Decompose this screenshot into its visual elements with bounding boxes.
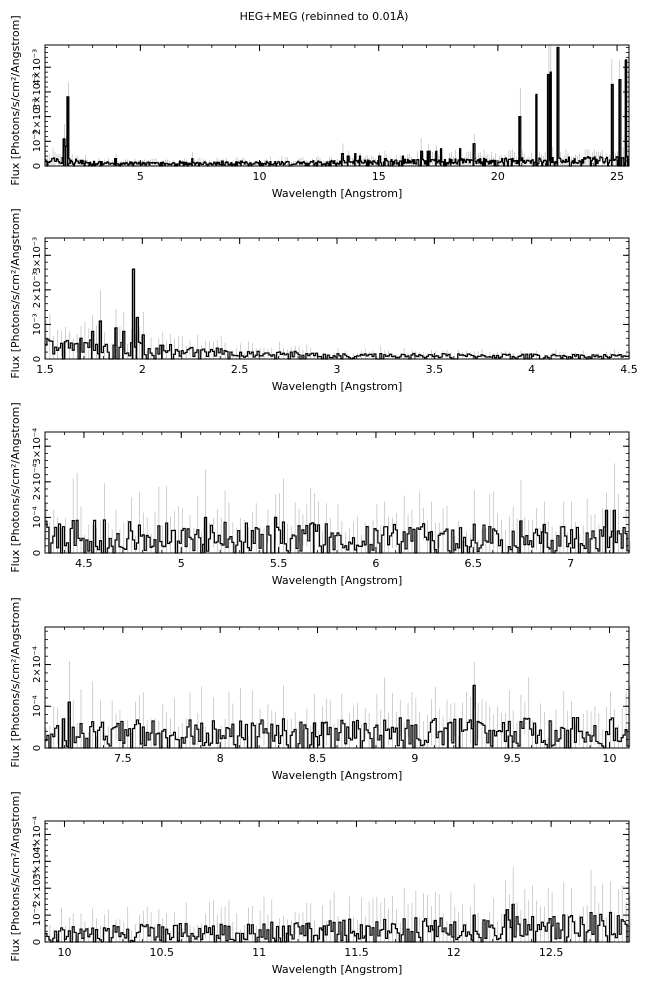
y-tick-label: 0 xyxy=(32,745,43,751)
x-tick-label: 3 xyxy=(334,363,341,376)
y-tick-label: 0 xyxy=(32,163,43,169)
x-tick-label: 7 xyxy=(567,557,574,570)
y-tick-label: 10⁻³ xyxy=(32,130,43,152)
y-tick-label: 3×10⁻³ xyxy=(32,74,43,111)
y-tick-label: 4×10⁻⁴ xyxy=(32,816,43,853)
error-bars xyxy=(45,660,631,748)
y-axis-label: Flux [Photons/s/cm²/Angstrom] xyxy=(9,208,22,378)
spectrum-histogram xyxy=(45,903,630,943)
spectrum-panel-2: 1.5 2 2.5 3 3.5 4 4.5 0 10⁻³ 2×10⁻³3×10⁻³ Waveleng… xyxy=(9,208,638,393)
x-tick-label: 5 xyxy=(178,557,185,570)
spectrum-histogram xyxy=(45,684,630,749)
spectrum-panel-1: 5 10 15 20 25 0 10⁻³2×10⁻³3×10⁻³4×10⁻³ Waveleng… xyxy=(9,15,630,200)
x-tick-label: 4 xyxy=(528,363,535,376)
x-axis-label: Wavelength [Angstrom] xyxy=(272,963,403,976)
x-tick-label: 10 xyxy=(57,946,71,959)
x-axis-label: Wavelength [Angstrom] xyxy=(272,187,403,200)
error-bars xyxy=(45,463,631,553)
spectrum-panel-4: 7.5 8 8.5 9 9.5 10 0 10⁻⁴ 2×10⁻⁴ Wavelength [Angs… xyxy=(9,597,631,782)
x-axis-label: Wavelength [Angstrom] xyxy=(272,574,403,587)
y-tick-label: 10⁻⁴ xyxy=(32,695,43,717)
spectrum-histogram xyxy=(45,46,630,167)
error-bars xyxy=(45,289,631,359)
y-tick-label: 3×10⁻⁴ xyxy=(32,428,43,465)
x-tick-label: 5 xyxy=(137,170,144,183)
x-tick-label: 4.5 xyxy=(620,363,638,376)
error-bars xyxy=(45,867,631,942)
y-tick-label: 0 xyxy=(32,356,43,362)
x-tick-label: 8 xyxy=(217,752,224,765)
y-axis-label: Flux [Photons/s/cm²/Angstrom] xyxy=(9,597,22,767)
x-axis-label: Wavelength [Angstrom] xyxy=(272,769,403,782)
y-tick-label: 0 xyxy=(32,939,43,945)
x-tick-label: 25 xyxy=(610,170,624,183)
y-axis-label: Flux [Photons/s/cm²/Angstrom] xyxy=(9,402,22,572)
y-tick-label: 2×10⁻³ xyxy=(32,98,43,135)
y-tick-label: 3×10⁻³ xyxy=(32,237,43,274)
x-tick-label: 9 xyxy=(411,752,418,765)
spectrum-histogram xyxy=(45,509,630,554)
y-tick-label: 2×10⁻³ xyxy=(32,271,43,308)
spectrum-panel-5: 10 10.5 11 11.5 12 12.5 0 10⁻⁴2×10⁻⁴3×10⁻⁴4×10⁻… xyxy=(9,791,631,976)
y-axis-label: Flux [Photons/s/cm²/Angstrom] xyxy=(9,15,22,185)
x-tick-label: 7.5 xyxy=(114,752,132,765)
x-tick-label: 9.5 xyxy=(503,752,521,765)
x-tick-label: 15 xyxy=(372,170,386,183)
x-tick-label: 11 xyxy=(252,946,266,959)
x-tick-label: 12.5 xyxy=(539,946,564,959)
x-tick-label: 10 xyxy=(253,170,267,183)
x-axis-label: Wavelength [Angstrom] xyxy=(272,380,403,393)
x-tick-label: 12 xyxy=(447,946,461,959)
x-tick-label: 2 xyxy=(139,363,146,376)
x-tick-label: 10 xyxy=(603,752,617,765)
y-tick-label: 3×10⁻⁴ xyxy=(32,843,43,880)
y-axis-label: Flux [Photons/s/cm²/Angstrom] xyxy=(9,791,22,961)
y-tick-label: 10⁻⁴ xyxy=(32,904,43,926)
x-tick-label: 8.5 xyxy=(309,752,327,765)
error-bars xyxy=(45,45,630,166)
x-tick-label: 6 xyxy=(372,557,379,570)
chart-title: HEG+MEG (rebinned to 0.01Å) xyxy=(239,10,409,23)
x-tick-label: 1.5 xyxy=(36,363,54,376)
x-tick-label: 5.5 xyxy=(270,557,288,570)
x-tick-label: 10.5 xyxy=(150,946,175,959)
y-tick-label: 2×10⁻⁴ xyxy=(32,870,43,907)
y-tick-label: 10⁻⁴ xyxy=(32,506,43,528)
spectrum-panel-3: 4.5 5 5.5 6 6.5 7 0 10⁻⁴ 2×10⁻⁴3×10⁻⁴ Wavelength … xyxy=(9,402,631,587)
x-tick-label: 20 xyxy=(491,170,505,183)
plot-frame xyxy=(44,44,630,167)
y-tick-label: 0 xyxy=(32,550,43,556)
x-tick-label: 4.5 xyxy=(75,557,93,570)
y-tick-label: 10⁻³ xyxy=(32,313,43,335)
y-tick-label: 2×10⁻⁴ xyxy=(32,463,43,500)
x-tick-label: 3.5 xyxy=(426,363,444,376)
x-tick-label: 6.5 xyxy=(465,557,483,570)
y-tick-label: 4×10⁻³ xyxy=(32,49,43,86)
x-tick-label: 11.5 xyxy=(344,946,369,959)
y-tick-label: 2×10⁻⁴ xyxy=(32,646,43,683)
x-tick-label: 2.5 xyxy=(231,363,249,376)
